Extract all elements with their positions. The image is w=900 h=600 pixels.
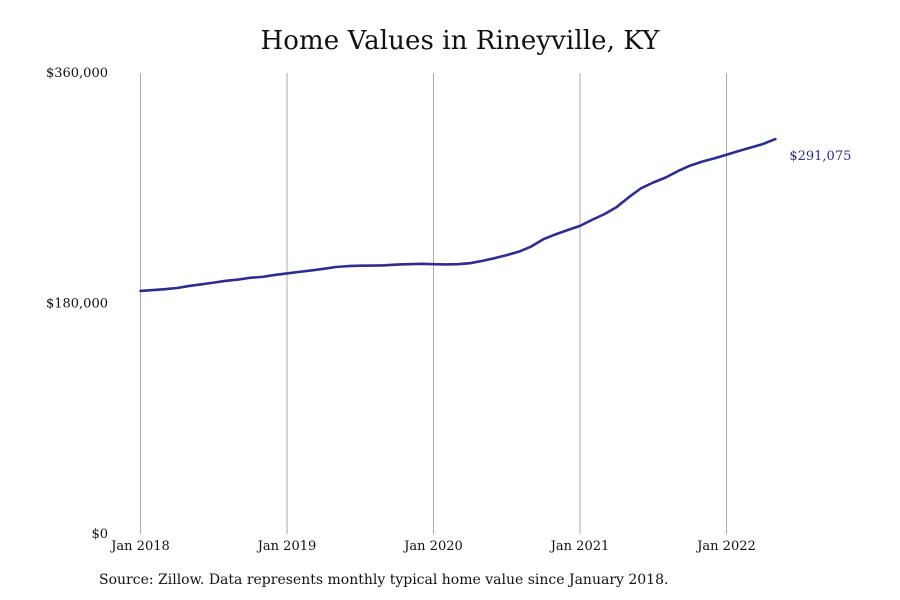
x-tick-label: Jan 2022 xyxy=(695,539,756,554)
source-note: Source: Zillow. Data represents monthly … xyxy=(99,572,669,588)
x-tick-label: Jan 2020 xyxy=(402,539,463,554)
chart-title: Home Values in Rineyville, KY xyxy=(260,26,660,56)
end-value-label: $291,075 xyxy=(789,149,851,164)
y-tick-label: $0 xyxy=(91,527,108,542)
x-tick-label: Jan 2018 xyxy=(109,539,170,554)
y-tick-label: $360,000 xyxy=(46,66,108,81)
x-tick-label: Jan 2019 xyxy=(256,539,317,554)
y-tick-label: $180,000 xyxy=(46,297,108,312)
series-line xyxy=(139,137,777,293)
x-tick-label: Jan 2021 xyxy=(549,539,610,554)
